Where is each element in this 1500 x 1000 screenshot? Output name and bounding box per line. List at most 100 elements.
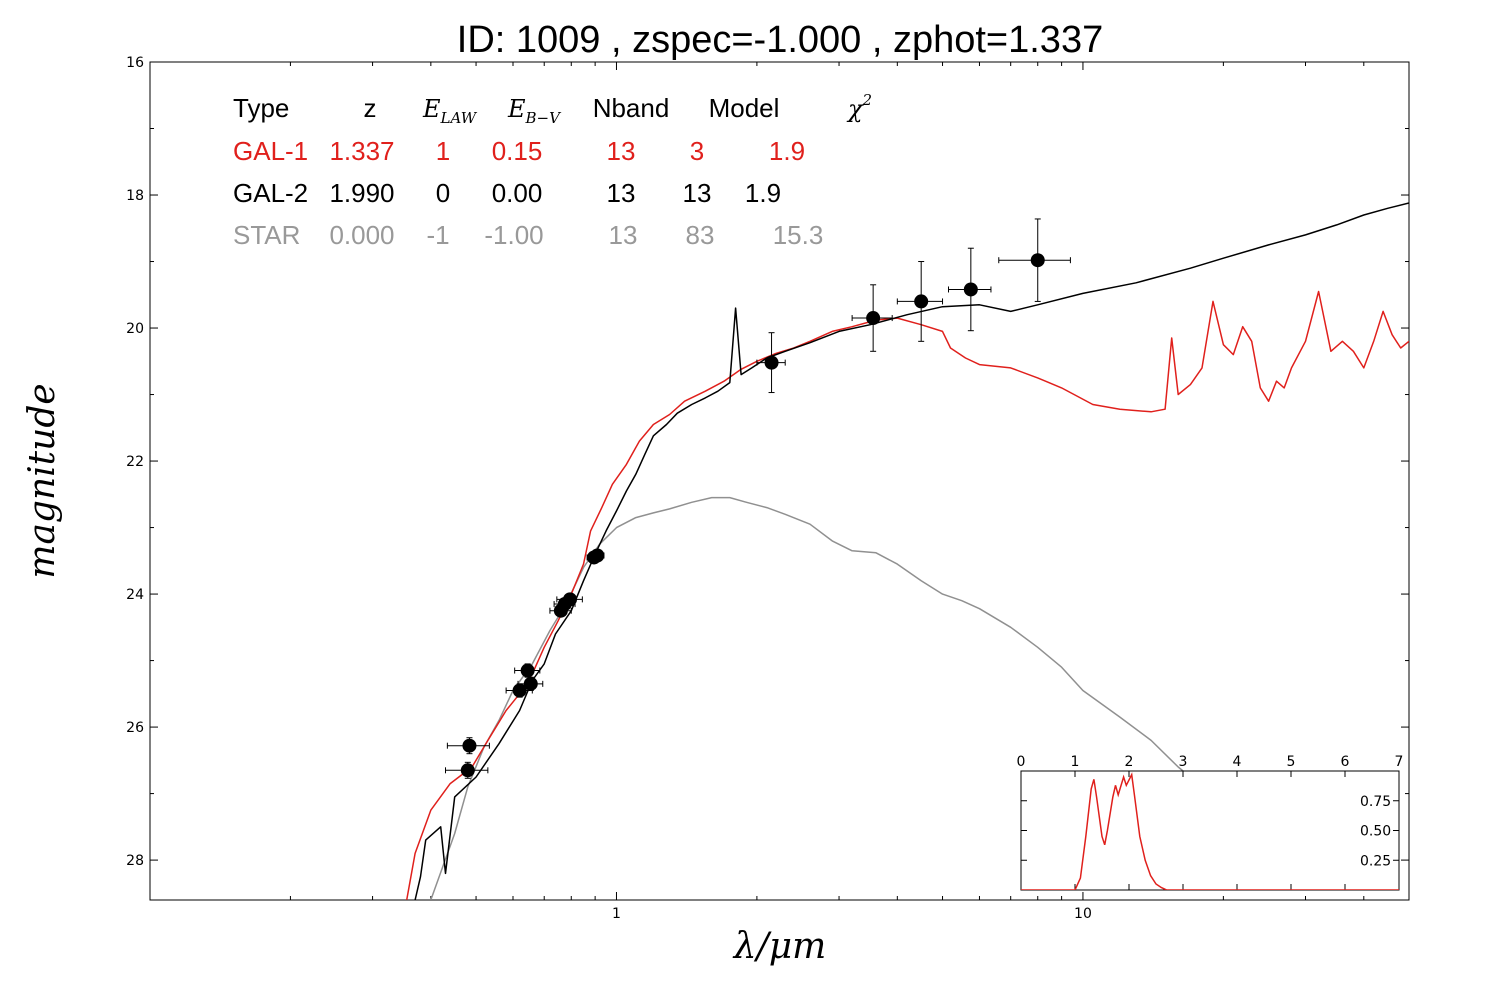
table-row: GAL-2 1.990 0 0.00 13 13 1.9: [233, 178, 781, 208]
observation-marker: [914, 294, 929, 309]
inset-x-tick-label: 4: [1233, 754, 1242, 770]
observation-point: [556, 592, 583, 607]
y-tick-label: 20: [126, 321, 144, 337]
table-header: z: [364, 93, 377, 123]
inset-x-tick-label: 2: [1125, 754, 1134, 770]
table-cell: GAL-1: [233, 136, 308, 166]
y-axis-label: magnitude: [22, 383, 63, 578]
table-header: Model: [709, 93, 780, 123]
inset-curve-layer: [1021, 772, 1399, 890]
table-header: ELAW: [422, 95, 478, 127]
observation-marker: [562, 592, 577, 607]
table-cell: 13: [609, 220, 638, 250]
observation-marker: [520, 663, 535, 678]
y-tick-label: 26: [126, 720, 144, 736]
chart-title: ID: 1009 , zspec=-1.000 , zphot=1.337: [457, 19, 1103, 61]
x-tick-label: 1: [612, 906, 621, 922]
inset-y-tick-label: 0.25: [1360, 853, 1391, 869]
plot-frame: [149, 61, 1410, 901]
table-cell: 0.00: [492, 178, 543, 208]
table-header: EB−V: [507, 95, 562, 127]
observation-point: [948, 247, 992, 332]
series-layer: [405, 202, 1409, 900]
table-cell: 83: [686, 220, 715, 250]
table-header-main: χ: [846, 95, 864, 123]
table-header: Nband: [593, 93, 670, 123]
table-header-main: z: [364, 93, 377, 123]
x-axis-ticks: 1 10: [289, 62, 1365, 922]
observation-marker: [590, 548, 605, 563]
observation-marker: [462, 738, 477, 753]
observation-point: [446, 737, 490, 755]
series-star-line: [430, 496, 1191, 900]
y-tick-label: 24: [126, 587, 144, 603]
inset-x-tick-label: 1: [1071, 754, 1080, 770]
table-header-main: Nband: [593, 93, 670, 123]
pdz-inset: 0 1 2 3 4 5 6 7 0.25 0.50 0.75: [1017, 754, 1404, 891]
table-cell: 0: [436, 178, 450, 208]
y-tick-label: 22: [126, 454, 144, 470]
table-cell: 1: [436, 136, 450, 166]
inset-x-tick-label: 7: [1395, 754, 1404, 770]
y-tick-label: 28: [126, 853, 144, 869]
table-cell: GAL-2: [233, 178, 308, 208]
table-row: STAR 0.000 -1 -1.00 13 83 15.3: [233, 220, 823, 250]
inset-ticks: 0 1 2 3 4 5 6 7 0.25 0.50 0.75: [1017, 754, 1404, 890]
observation-point: [514, 663, 541, 678]
table-header: Type: [233, 93, 289, 123]
table-row: GAL-1 1.337 1 0.15 13 3 1.9: [233, 136, 805, 166]
observation-marker: [866, 311, 881, 326]
table-cell: 13: [607, 178, 636, 208]
table-header-main: E: [507, 95, 526, 123]
inset-x-tick-label: 5: [1287, 754, 1296, 770]
observation-point: [590, 548, 605, 563]
inset-x-tick-label: 3: [1179, 754, 1188, 770]
y-tick-label: 16: [126, 55, 144, 71]
table-header: χ2: [846, 91, 872, 123]
observation-point: [896, 261, 944, 342]
observation-point: [444, 761, 489, 779]
observation-point: [851, 284, 893, 352]
table-cell: 1.9: [745, 178, 781, 208]
table-header-main: Model: [709, 93, 780, 123]
table-cell: STAR: [233, 220, 300, 250]
observation-marker: [963, 282, 978, 297]
observation-marker: [460, 763, 475, 778]
table-cell: 3: [690, 136, 704, 166]
y-tick-label: 18: [126, 188, 144, 204]
observations-layer: [444, 218, 1071, 779]
table-header-main: E: [422, 95, 441, 123]
table-cell: 0.15: [492, 136, 543, 166]
series-gal-2-line: [414, 202, 1409, 900]
table-header-sub: LAW: [440, 109, 478, 127]
inset-x-tick-label: 6: [1341, 754, 1350, 770]
table-cell: 13: [607, 136, 636, 166]
table-header-sub: B−V: [525, 109, 563, 127]
inset-pdz-curve: [1021, 772, 1399, 890]
observation-marker: [512, 683, 527, 698]
series-gal-1-line: [405, 290, 1409, 900]
table-cell: 1.9: [769, 136, 805, 166]
inset-x-tick-label: 0: [1017, 754, 1026, 770]
observation-point: [517, 676, 544, 691]
table-cell: 1.337: [329, 136, 394, 166]
x-tick-label: 10: [1074, 906, 1092, 922]
table-cell: -1.00: [484, 220, 543, 250]
observation-marker: [764, 355, 779, 370]
table-header-main: Type: [233, 93, 289, 123]
table-header-sup: 2: [862, 91, 873, 109]
observation-marker: [523, 676, 538, 691]
inset-y-tick-label: 0.75: [1360, 794, 1391, 810]
table-cell: 0.000: [329, 220, 394, 250]
x-axis-label: λ/μm: [732, 926, 826, 967]
observation-point: [998, 218, 1071, 302]
table-cell: -1: [426, 220, 449, 250]
inset-y-tick-label: 0.50: [1360, 824, 1391, 840]
table-cell: 13: [683, 178, 712, 208]
inset-frame: [1020, 770, 1400, 891]
observation-marker: [1030, 253, 1045, 268]
observation-point: [756, 332, 786, 394]
